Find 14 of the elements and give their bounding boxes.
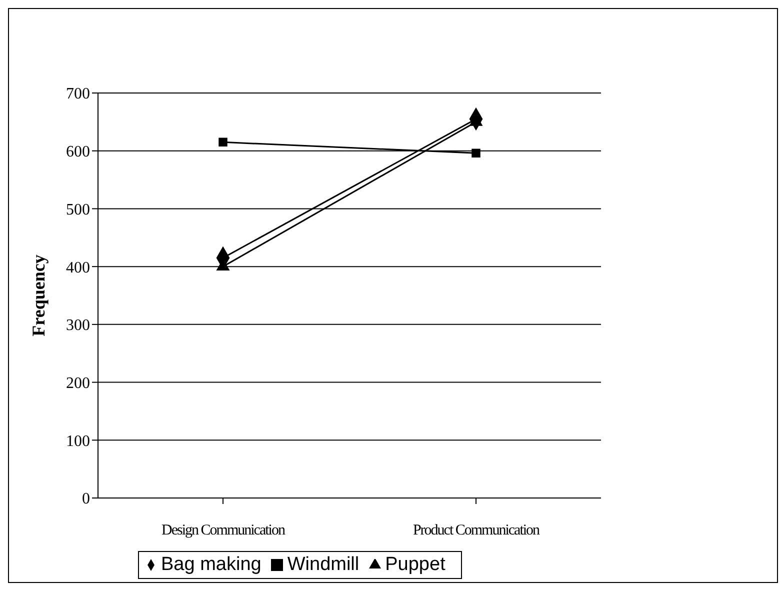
y-tick-label: 100 <box>66 432 90 450</box>
y-tick-label: 600 <box>66 144 90 161</box>
y-axis-title: Frequency <box>28 254 48 336</box>
y-tick-label: 700 <box>66 86 90 103</box>
x-tick-label: Product Communication <box>412 522 541 539</box>
legend-label: Puppet <box>385 554 446 575</box>
x-tick-label: Design Communication <box>162 522 286 539</box>
y-tick-label: 500 <box>66 201 90 218</box>
y-tick-label: 0 <box>82 490 90 508</box>
legend-label: Windmill <box>287 554 360 575</box>
legend-label: Bag making <box>161 554 262 575</box>
y-tick-label: 200 <box>66 374 90 392</box>
y-tick-label: 300 <box>66 317 90 334</box>
y-tick-label: 400 <box>66 259 90 276</box>
